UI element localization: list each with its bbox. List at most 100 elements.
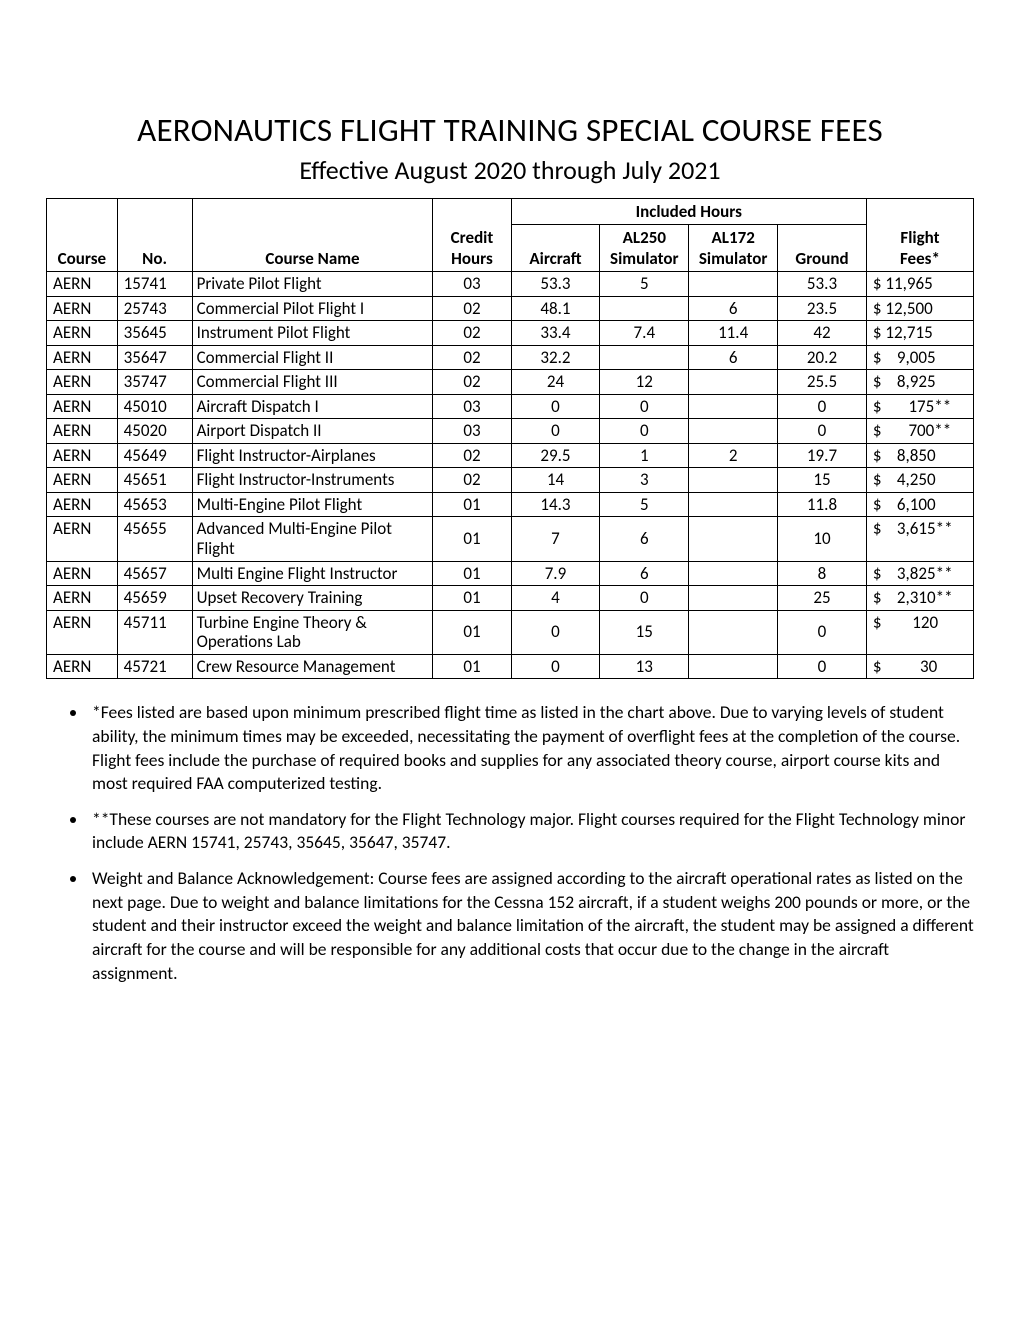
col-header-fees-1: Flight: [900, 227, 939, 248]
cell-course: AERN: [47, 610, 118, 654]
col-header-included: Included Hours: [511, 199, 866, 225]
cell-fee: $ 12,500: [866, 296, 973, 321]
table-body: AERN15741Private Pilot Flight0353.3553.3…: [47, 272, 974, 679]
table-row: AERN25743Commercial Pilot Flight I0248.1…: [47, 296, 974, 321]
cell-fee: $ 4,250: [866, 468, 973, 493]
cell-al172: 6: [689, 345, 778, 370]
fee-text: $ 6,100: [873, 494, 936, 515]
cell-no: 45711: [117, 610, 192, 654]
cell-name: Advanced Multi-Engine Pilot Flight: [192, 517, 433, 561]
table-row: AERN45020Airport Dispatch II03000$ 700**: [47, 419, 974, 444]
cell-name: Crew Resource Management: [192, 654, 433, 679]
cell-aircraft: 14.3: [511, 492, 600, 517]
cell-credit: 02: [433, 468, 511, 493]
col-header-al250-2: Simulator: [610, 248, 678, 269]
cell-al172: [689, 370, 778, 395]
cell-fee: $ 700**: [866, 419, 973, 444]
cell-ground: 15: [778, 468, 867, 493]
cell-al172: [689, 419, 778, 444]
cell-no: 35645: [117, 321, 192, 346]
fee-text: $ 4,250: [873, 469, 936, 490]
cell-no: 45651: [117, 468, 192, 493]
cell-aircraft: 0: [511, 419, 600, 444]
table-row: AERN45653Multi-Engine Pilot Flight0114.3…: [47, 492, 974, 517]
cell-no: 45020: [117, 419, 192, 444]
cell-name: Instrument Pilot Flight: [192, 321, 433, 346]
table-row: AERN45651Flight Instructor-Instruments02…: [47, 468, 974, 493]
cell-ground: 19.7: [778, 443, 867, 468]
cell-al172: [689, 517, 778, 561]
cell-ground: 23.5: [778, 296, 867, 321]
cell-no: 15741: [117, 272, 192, 297]
cell-ground: 0: [778, 419, 867, 444]
cell-name: Commercial Flight II: [192, 345, 433, 370]
cell-name: Multi Engine Flight Instructor: [192, 561, 433, 586]
cell-course: AERN: [47, 443, 118, 468]
cell-al250: [600, 296, 689, 321]
cell-no: 45657: [117, 561, 192, 586]
cell-no: 45721: [117, 654, 192, 679]
cell-ground: 10: [778, 517, 867, 561]
cell-course: AERN: [47, 272, 118, 297]
table-header-row-1: Course No. Course Name Credit Hours Incl…: [47, 199, 974, 225]
cell-no: 45655: [117, 517, 192, 561]
cell-course: AERN: [47, 468, 118, 493]
cell-fee: $ 11,965: [866, 272, 973, 297]
page-title: AERONAUTICS FLIGHT TRAINING SPECIAL COUR…: [46, 110, 974, 150]
cell-course: AERN: [47, 517, 118, 561]
table-row: AERN45657Multi Engine Flight Instructor0…: [47, 561, 974, 586]
table-row: AERN45010Aircraft Dispatch I03000$ 175**: [47, 394, 974, 419]
cell-fee: $ 9,005: [866, 345, 973, 370]
cell-course: AERN: [47, 394, 118, 419]
cell-course: AERN: [47, 492, 118, 517]
cell-aircraft: 48.1: [511, 296, 600, 321]
col-header-fees: Flight Fees*: [866, 199, 973, 272]
cell-al250: 13: [600, 654, 689, 679]
cell-ground: 0: [778, 610, 867, 654]
col-header-al172-2: Simulator: [699, 248, 767, 269]
fee-text: $ 3,615**: [873, 518, 953, 539]
cell-al250: 12: [600, 370, 689, 395]
cell-al172: 6: [689, 296, 778, 321]
fee-text: $ 2,310**: [873, 587, 953, 608]
table-row: AERN45655Advanced Multi-Engine Pilot Fli…: [47, 517, 974, 561]
col-header-aircraft: Aircraft: [511, 225, 600, 272]
page-subtitle: Effective August 2020 through July 2021: [46, 154, 974, 186]
fee-text: $ 3,825**: [873, 563, 953, 584]
cell-al250: 0: [600, 394, 689, 419]
fee-text: $ 12,715: [873, 322, 933, 343]
cell-name: Turbine Engine Theory & Operations Lab: [192, 610, 433, 654]
cell-ground: 25.5: [778, 370, 867, 395]
cell-fee: $ 2,310**: [866, 586, 973, 611]
table-row: AERN45711Turbine Engine Theory & Operati…: [47, 610, 974, 654]
cell-no: 45010: [117, 394, 192, 419]
cell-name: Commercial Pilot Flight I: [192, 296, 433, 321]
col-header-name: Course Name: [192, 199, 433, 272]
cell-fee: $ 30: [866, 654, 973, 679]
cell-al250: [600, 345, 689, 370]
cell-fee: $ 8,925: [866, 370, 973, 395]
cell-al172: [689, 654, 778, 679]
col-header-credit-1: Credit: [451, 227, 494, 248]
table-row: AERN35647Commercial Flight II0232.2620.2…: [47, 345, 974, 370]
note-item: **These courses are not mandatory for th…: [88, 808, 974, 855]
cell-al172: 2: [689, 443, 778, 468]
note-item: *Fees listed are based upon minimum pres…: [88, 701, 974, 796]
cell-al172: [689, 586, 778, 611]
cell-al172: [689, 394, 778, 419]
cell-credit: 02: [433, 321, 511, 346]
cell-course: AERN: [47, 419, 118, 444]
cell-name: Flight Instructor-Instruments: [192, 468, 433, 493]
col-header-al250: AL250 Simulator: [600, 225, 689, 272]
cell-ground: 0: [778, 654, 867, 679]
cell-no: 45649: [117, 443, 192, 468]
notes-list: *Fees listed are based upon minimum pres…: [46, 701, 974, 985]
cell-al172: [689, 561, 778, 586]
cell-credit: 02: [433, 443, 511, 468]
cell-credit: 02: [433, 296, 511, 321]
cell-aircraft: 33.4: [511, 321, 600, 346]
cell-course: AERN: [47, 296, 118, 321]
cell-al250: 7.4: [600, 321, 689, 346]
cell-course: AERN: [47, 321, 118, 346]
fee-text: $ 120: [873, 612, 938, 633]
